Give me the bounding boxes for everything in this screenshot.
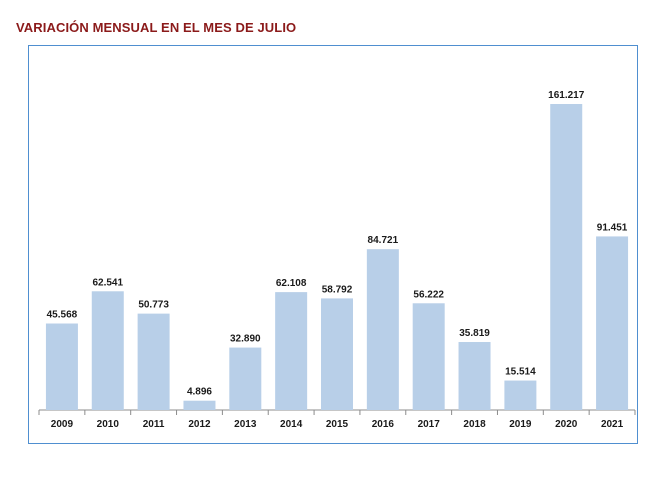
bar-2011 (137, 313, 170, 410)
tick-label-2010: 2010 (97, 419, 120, 430)
data-label-2016: 84.721 (368, 235, 399, 246)
chart-title: VARIACIÓN MENSUAL EN EL MES DE JULIO (16, 20, 297, 35)
bar-2016 (366, 249, 399, 410)
tick-label-2009: 2009 (51, 419, 74, 430)
data-label-2010: 62.541 (92, 277, 123, 288)
bar-2014 (275, 292, 308, 410)
data-label-2009: 45.568 (47, 310, 78, 321)
tick-label-2021: 2021 (601, 419, 624, 430)
tick-label-2011: 2011 (143, 419, 165, 430)
tick-label-2013: 2013 (234, 419, 257, 430)
tick-label-2017: 2017 (418, 419, 441, 430)
data-label-2011: 50.773 (138, 300, 169, 311)
tick-label-2015: 2015 (326, 419, 349, 430)
data-label-2013: 32.890 (230, 334, 261, 345)
bar-2017 (412, 303, 445, 410)
data-label-2015: 58.792 (322, 284, 353, 295)
bar-2010 (91, 291, 124, 410)
data-label-2012: 4.896 (187, 387, 212, 398)
tick-label-2019: 2019 (509, 419, 532, 430)
bar-2019 (504, 380, 537, 410)
data-label-2018: 35.819 (459, 328, 490, 339)
data-label-2020: 161.217 (548, 90, 585, 101)
data-label-2021: 91.451 (597, 222, 628, 233)
bar-2013 (229, 347, 262, 410)
tick-label-2016: 2016 (372, 419, 395, 430)
tick-label-2018: 2018 (463, 419, 486, 430)
bar-2009 (45, 323, 78, 410)
data-label-2014: 62.108 (276, 278, 307, 289)
tick-label-2014: 2014 (280, 419, 303, 430)
bar-2021 (596, 236, 629, 410)
tick-label-2012: 2012 (188, 419, 211, 430)
bar-2012 (183, 400, 216, 410)
bar-2015 (321, 298, 353, 410)
data-label-2019: 15.514 (505, 367, 536, 378)
bar-2018 (458, 342, 491, 410)
bar-2020 (550, 104, 583, 410)
tick-label-2020: 2020 (555, 419, 578, 430)
data-label-2017: 56.222 (413, 289, 444, 300)
chart-frame (28, 45, 638, 444)
